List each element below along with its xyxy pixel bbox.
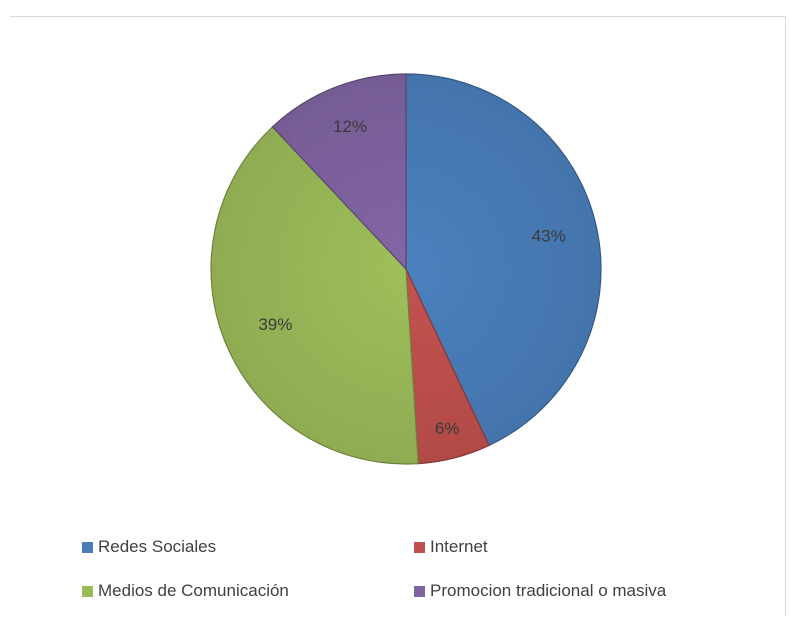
legend-label: Promocion tradicional o masiva: [430, 581, 667, 600]
data-label-promocion-tradicional-o-masiva: 12%: [333, 117, 367, 136]
pie-data-labels: 43% 6% 39% 12%: [258, 117, 565, 438]
data-label-internet: 6%: [435, 419, 460, 438]
legend-item-redes-sociales: Redes Sociales: [82, 537, 216, 557]
legend-item-medios-de-comunicacion: Medios de Comunicación: [82, 581, 289, 601]
data-label-medios-de-comunicaci-n: 39%: [258, 315, 292, 334]
legend-swatch-medios-de-comunicacion: [82, 585, 93, 597]
pie-slices: [210, 73, 602, 465]
data-label-redes-sociales: 43%: [532, 227, 566, 246]
legend-swatch-internet: [414, 541, 425, 553]
legend-item-promocion-tradicional: Promocion tradicional o masiva: [414, 581, 666, 601]
legend-label: Redes Sociales: [98, 537, 217, 556]
legend-swatch-promocion-tradicional: [414, 585, 425, 597]
pie-slice-medios-de-comunicaci-n: [210, 126, 419, 465]
pie-slice-redes-sociales: [405, 73, 602, 447]
chart-frame: [10, 16, 786, 616]
legend-label: Internet: [430, 537, 488, 556]
legend-swatch-redes-sociales: [82, 541, 93, 553]
pie-slice-promocion-tradicional-o-masiva: [271, 73, 407, 271]
legend-item-internet: Internet: [414, 537, 488, 557]
legend-label: Medios de Comunicación: [98, 581, 289, 600]
